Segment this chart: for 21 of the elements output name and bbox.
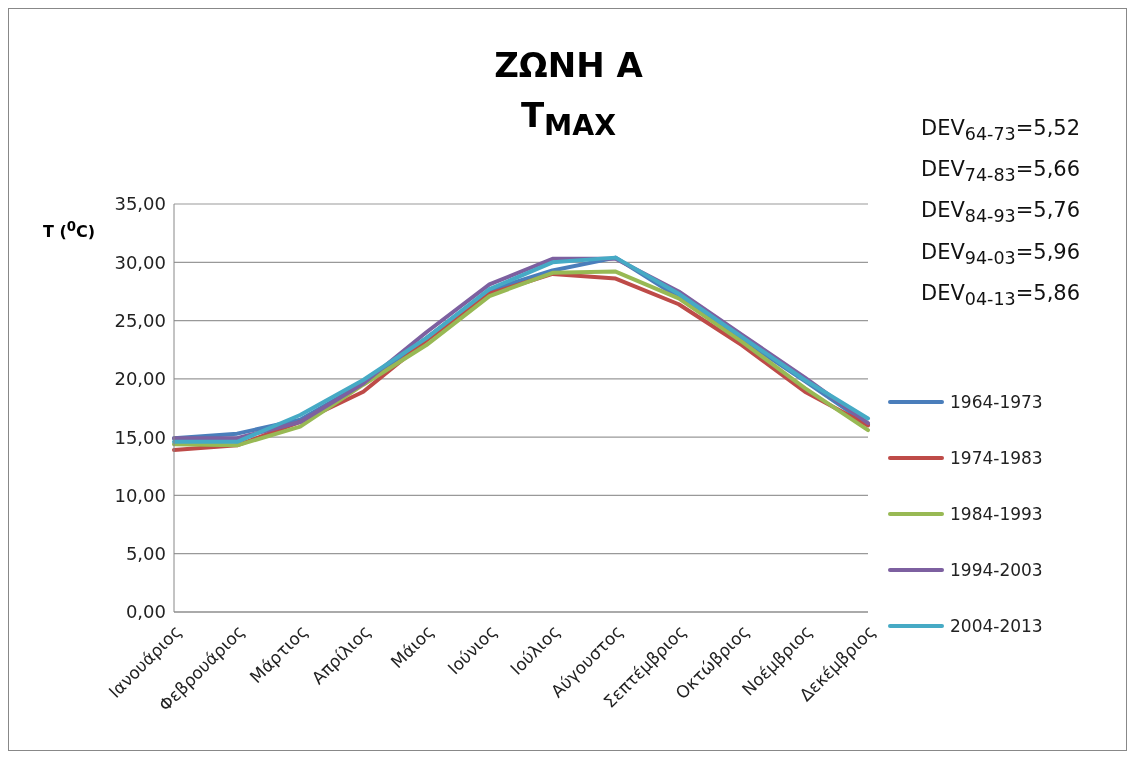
y-tick-label: 20,00 (114, 368, 166, 390)
legend-label: 1984-1993 (950, 504, 1043, 524)
y-tick-label: 35,00 (114, 193, 166, 215)
legend-label: 2004-2013 (950, 616, 1043, 636)
y-tick-label: 0,00 (125, 601, 166, 623)
y-tick-label: 30,00 (114, 251, 166, 273)
legend-label: 1974-1983 (950, 448, 1043, 468)
text: DEV$_{84-93}$=5,76 (921, 197, 1081, 229)
text: DEV$_{74-83}$=5,66 (921, 156, 1081, 188)
y-tick-label: 5,00 (125, 543, 166, 565)
y-tick-label: 25,00 (114, 309, 166, 331)
y-tick-label: 10,00 (114, 484, 166, 506)
text: DEV$_{04-13}$=5,86 (921, 279, 1081, 311)
y-tick-label: 15,00 (114, 426, 166, 448)
chart-subtitle: T$_{MAX}$ (520, 95, 617, 142)
text: DEV$_{64-73}$=5,52 (921, 115, 1081, 147)
legend-label: 1964-1973 (950, 392, 1043, 412)
y-axis-title: T ($^{0}$C) (43, 219, 96, 242)
legend-label: 1994-2003 (950, 560, 1043, 580)
chart-title: ΖΩΝΗ Α (494, 45, 643, 85)
text: DEV$_{94-03}$=5,96 (921, 238, 1081, 270)
